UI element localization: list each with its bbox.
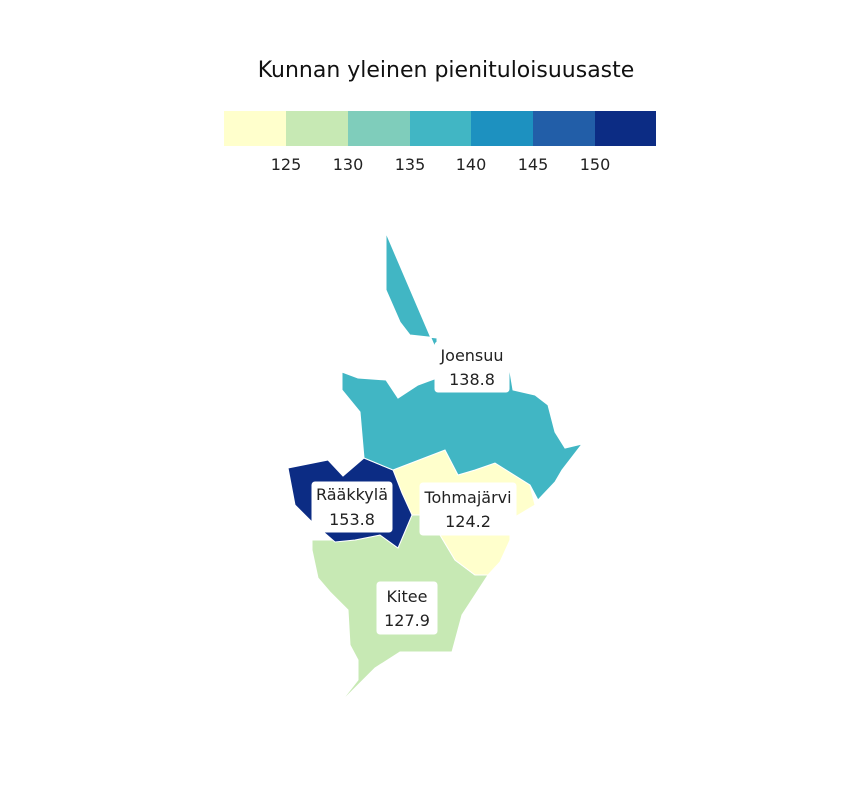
label-value-joensuu: 138.8 — [449, 370, 495, 389]
label-kitee: Kitee 127.9 — [376, 581, 438, 635]
legend-tick-145: 145 — [518, 155, 549, 174]
label-box-raakkyla — [311, 481, 393, 533]
legend-tick-140: 140 — [456, 155, 487, 174]
legend-swatch-3 — [348, 111, 410, 146]
color-legend: 125 130 135 140 145 150 — [224, 111, 656, 174]
legend-tick-130: 130 — [333, 155, 364, 174]
label-name-kitee: Kitee — [387, 587, 428, 606]
label-raakkyla: Rääkkylä 153.8 — [311, 481, 393, 533]
map-labels: Joensuu 138.8 Rääkkylä 153.8 Tohmajärvi … — [311, 341, 517, 635]
label-box-joensuu — [434, 341, 510, 393]
label-tohmajarvi: Tohmajärvi 124.2 — [419, 482, 517, 536]
legend-swatch-7 — [595, 111, 656, 146]
label-joensuu: Joensuu 138.8 — [434, 341, 510, 393]
label-box-kitee — [376, 581, 438, 635]
label-box-tohmajarvi — [419, 482, 517, 536]
label-name-raakkyla: Rääkkylä — [316, 485, 388, 504]
legend-tick-135: 135 — [395, 155, 426, 174]
label-value-raakkyla: 153.8 — [329, 510, 375, 529]
legend-tick-125: 125 — [271, 155, 302, 174]
label-value-tohmajarvi: 124.2 — [445, 512, 491, 531]
legend-swatch-4 — [410, 111, 471, 146]
map-regions — [287, 229, 584, 704]
label-value-kitee: 127.9 — [384, 611, 430, 630]
legend-swatch-1 — [224, 111, 286, 146]
map-title: Kunnan yleinen pienituloisuusaste — [258, 58, 635, 83]
legend-swatch-6 — [533, 111, 595, 146]
legend-tick-150: 150 — [580, 155, 611, 174]
legend-swatch-2 — [286, 111, 348, 146]
label-name-tohmajarvi: Tohmajärvi — [423, 488, 511, 507]
legend-swatch-5 — [471, 111, 533, 146]
label-name-joensuu: Joensuu — [439, 346, 503, 365]
